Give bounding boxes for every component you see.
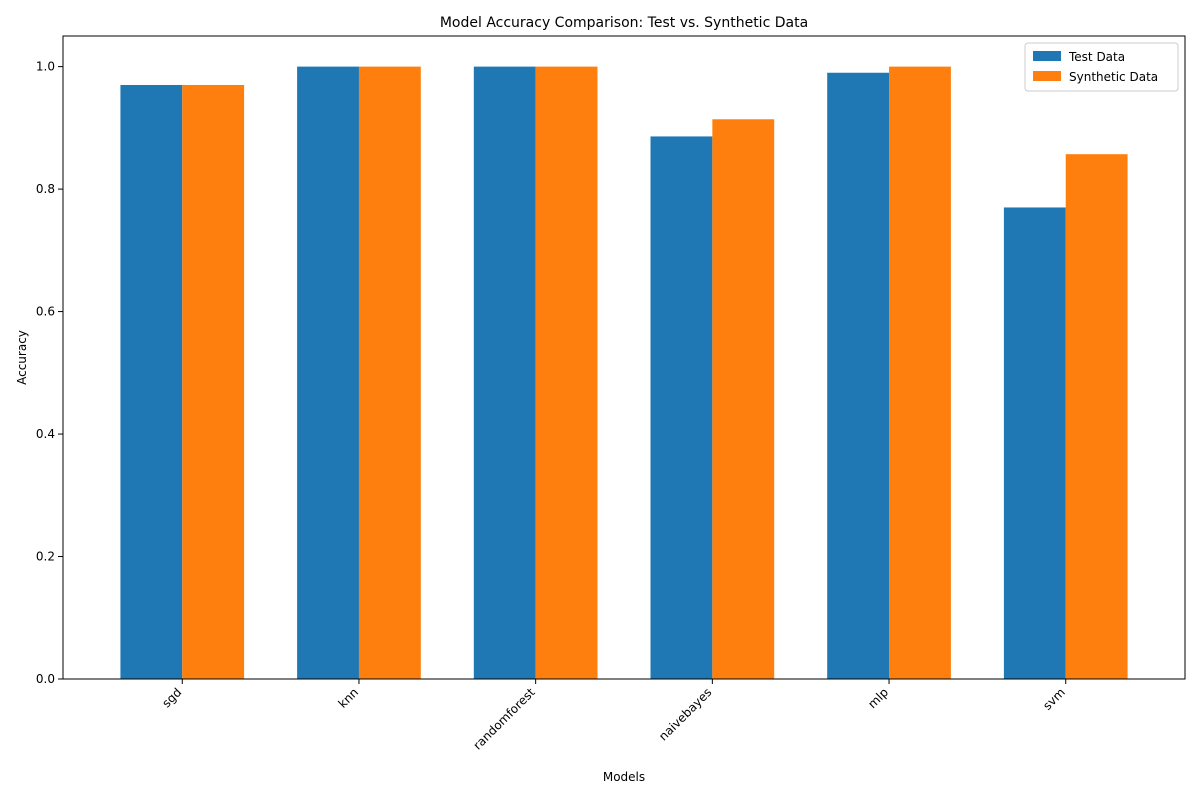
bar-synthetic-data-sgd <box>182 84 245 679</box>
bar-synthetic-data-randomforest <box>535 66 598 680</box>
y-tick-label: 0.8 <box>36 182 55 196</box>
legend-label-synthetic-data: Synthetic Data <box>1069 70 1158 84</box>
chart-title: Model Accuracy Comparison: Test vs. Synt… <box>440 15 808 31</box>
bar-synthetic-data-mlp <box>889 66 951 680</box>
y-tick-label: 0.0 <box>36 672 55 686</box>
legend-swatch-synthetic-data <box>1033 71 1061 81</box>
legend-box <box>1024 42 1179 92</box>
bar-test-data-mlp <box>827 72 890 679</box>
bar-synthetic-data-svm <box>1065 154 1128 680</box>
x-axis-label: Models <box>603 770 645 784</box>
y-axis-label: Accuracy <box>15 330 29 385</box>
legend-label-test-data: Test Data <box>1068 50 1125 64</box>
x-tick-label-knn: knn <box>336 685 362 711</box>
plot-frame <box>62 35 1186 680</box>
bars-group <box>120 66 1128 680</box>
legend: Test Data Synthetic Data <box>1024 42 1179 92</box>
x-tick-label-mlp: mlp <box>865 685 891 711</box>
y-tick-label: 1.0 <box>36 60 55 74</box>
bar-test-data-randomforest <box>473 66 536 680</box>
bar-test-data-knn <box>297 66 359 680</box>
legend-swatch-test-data <box>1033 51 1061 61</box>
bar-test-data-naivebayes <box>650 136 713 679</box>
y-tick-label: 0.2 <box>36 550 55 564</box>
x-axis: sgd knn randomforest naivebayes mlp svm <box>159 679 1068 752</box>
bar-test-data-sgd <box>120 84 183 679</box>
bar-test-data-svm <box>1003 207 1066 679</box>
y-tick-label: 0.6 <box>36 305 55 319</box>
x-tick-label-randomforest: randomforest <box>471 685 538 752</box>
x-tick-label-svm: svm <box>1040 685 1068 713</box>
bar-synthetic-data-knn <box>358 66 421 680</box>
y-axis: 0.0 0.2 0.4 0.6 0.8 1.0 <box>36 60 63 686</box>
x-tick-label-naivebayes: naivebayes <box>656 685 714 743</box>
y-tick-label: 0.4 <box>36 427 55 441</box>
bar-synthetic-data-naivebayes <box>712 119 775 679</box>
x-tick-label-sgd: sgd <box>159 685 184 710</box>
